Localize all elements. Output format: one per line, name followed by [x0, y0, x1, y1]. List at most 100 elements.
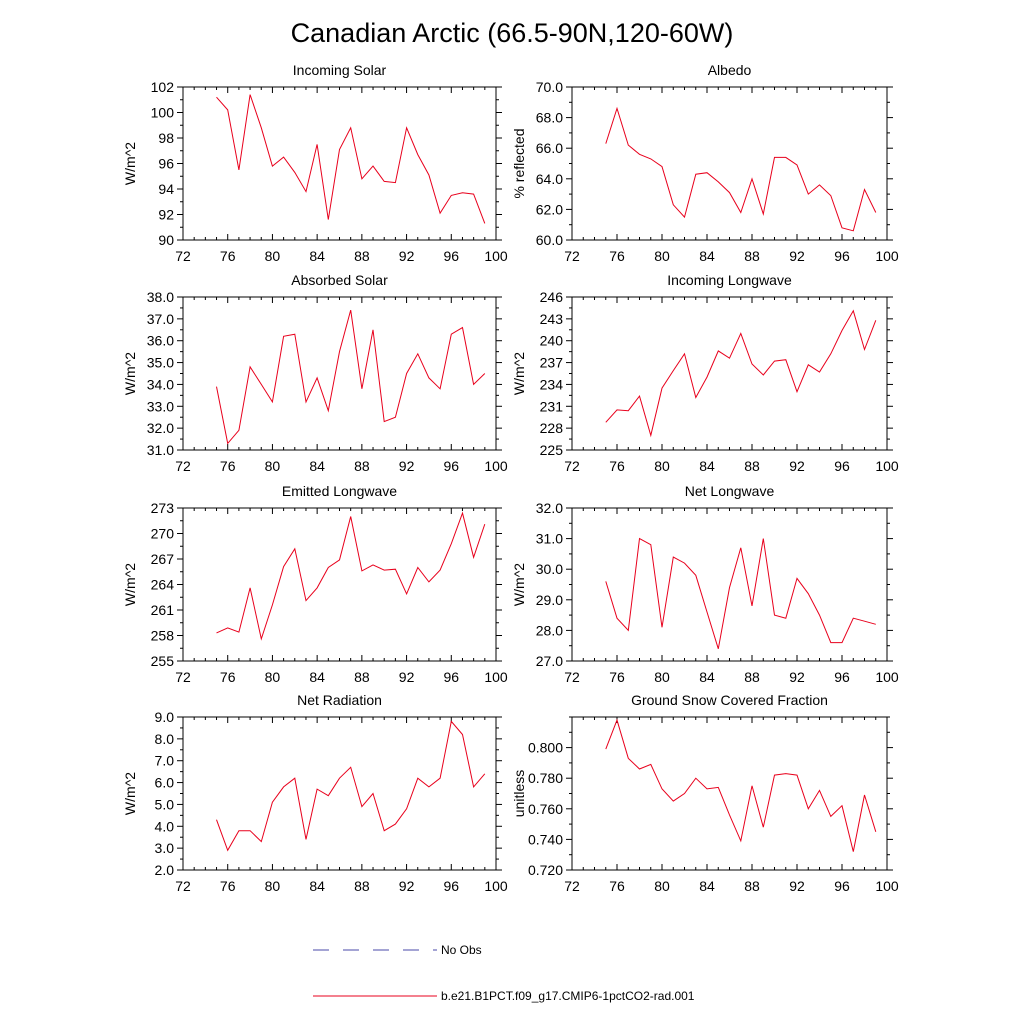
panel-incoming-solar: Incoming Solar W/m^2 72 76 80 84 88 92 96 100 90 92…: [122, 62, 508, 264]
x-tick-label: 92: [399, 878, 415, 894]
series-line: [216, 94, 486, 224]
y-tick-label: 31.0: [147, 442, 174, 458]
x-tick-label: 80: [654, 248, 670, 264]
x-tick-label: 80: [265, 669, 281, 685]
y-tick-label: 0.780: [528, 770, 563, 786]
y-tick-label: 7.0: [155, 753, 175, 769]
x-axis-ticks: 72 76 80 84 88 92 96 100: [175, 297, 508, 474]
x-tick-label: 80: [654, 878, 670, 894]
y-tick-label: 37.0: [147, 311, 174, 327]
panel-title: Incoming Solar: [293, 62, 387, 78]
x-tick-label: 100: [875, 458, 899, 474]
y-axis-ticks: 225 228 231 234 237 240 243 246: [540, 289, 893, 458]
panel-title: Absorbed Solar: [291, 272, 388, 288]
x-tick-label: 76: [609, 669, 625, 685]
x-axis-ticks: 72 76 80 84 88 92 96 100: [564, 717, 899, 894]
y-axis-label: W/m^2: [122, 142, 138, 185]
x-tick-label: 84: [699, 458, 715, 474]
x-tick-label: 96: [443, 669, 459, 685]
x-tick-label: 96: [834, 458, 850, 474]
x-tick-label: 92: [789, 248, 805, 264]
legend: No Obs b.e21.B1PCT.f09_g17.CMIP6-1pctCO2…: [313, 943, 695, 1003]
y-tick-label: 273: [151, 500, 175, 516]
x-tick-label: 72: [175, 458, 191, 474]
x-tick-label: 96: [443, 248, 459, 264]
y-tick-label: 30.0: [536, 561, 563, 577]
x-tick-label: 100: [875, 878, 899, 894]
x-tick-label: 96: [443, 878, 459, 894]
y-tick-label: 5.0: [155, 796, 175, 812]
panel-net-longwave: Net Longwave W/m^2 72 76 80 84 88 92 96 100 27.0 28…: [511, 483, 899, 685]
y-tick-label: 261: [151, 602, 175, 618]
y-tick-label: 92: [158, 207, 174, 223]
y-axis-ticks: 255 258 261 264 267 270 273: [151, 500, 502, 669]
x-tick-label: 84: [699, 248, 715, 264]
x-tick-label: 92: [789, 878, 805, 894]
x-tick-label: 84: [699, 878, 715, 894]
y-tick-label: 29.0: [536, 592, 563, 608]
plot-frame: [182, 296, 497, 451]
y-tick-label: 246: [540, 289, 564, 305]
x-tick-label: 72: [564, 248, 580, 264]
panel-albedo: Albedo % reflected 72 76 80 84 88 92 96 100 60.0 62…: [511, 62, 899, 264]
x-tick-label: 72: [564, 878, 580, 894]
y-tick-label: 0.740: [528, 831, 563, 847]
x-tick-label: 100: [484, 669, 508, 685]
x-tick-label: 72: [564, 458, 580, 474]
panel-title: Incoming Longwave: [667, 272, 792, 288]
plot-frame: [571, 86, 888, 241]
y-axis-label: W/m^2: [511, 563, 527, 606]
x-tick-label: 88: [354, 669, 370, 685]
y-tick-label: 27.0: [536, 653, 563, 669]
y-tick-label: 90: [158, 232, 174, 248]
y-tick-label: 32.0: [536, 500, 563, 516]
y-tick-label: 2.0: [155, 862, 175, 878]
y-tick-label: 228: [540, 420, 564, 436]
x-axis-ticks: 72 76 80 84 88 92 96 100: [564, 508, 899, 685]
x-tick-label: 92: [399, 669, 415, 685]
y-axis-ticks: 31.0 32.0 33.0 34.0 35.0 36.0 37.0 38.0: [147, 289, 502, 458]
x-axis-ticks: 72 76 80 84 88 92 96 100: [175, 717, 508, 894]
x-tick-label: 80: [265, 878, 281, 894]
y-tick-label: 98: [158, 130, 174, 146]
y-tick-label: 240: [540, 333, 564, 349]
y-tick-label: 8.0: [155, 731, 175, 747]
x-tick-label: 88: [744, 248, 760, 264]
panel-absorbed-solar: Absorbed Solar W/m^2 72 76 80 84 88 92 96 10031.0…: [122, 272, 508, 474]
x-tick-label: 80: [654, 669, 670, 685]
y-tick-label: 64.0: [536, 171, 563, 187]
panel-title: Ground Snow Covered Fraction: [631, 692, 828, 708]
series-line: [605, 537, 876, 649]
y-axis-ticks: 0.720 0.740 0.760 0.780 0.800: [528, 716, 893, 878]
y-tick-label: 0.800: [528, 740, 563, 756]
panels: Incoming Solar W/m^2 72 76 80 84 88 92 96 100 90 92…: [122, 62, 899, 894]
y-axis-label: W/m^2: [122, 352, 138, 395]
x-tick-label: 92: [399, 458, 415, 474]
y-tick-label: 100: [151, 105, 175, 121]
x-tick-label: 92: [399, 248, 415, 264]
y-tick-label: 62.0: [536, 201, 563, 217]
x-tick-label: 88: [354, 878, 370, 894]
panel-title: Emitted Longwave: [282, 483, 397, 499]
x-tick-label: 84: [309, 248, 325, 264]
y-tick-label: 94: [158, 181, 174, 197]
panel-title: Albedo: [708, 62, 752, 78]
legend-model-label: b.e21.B1PCT.f09_g17.CMIP6-1pctCO2-rad.00…: [441, 989, 695, 1003]
x-tick-label: 80: [265, 458, 281, 474]
y-axis-label: W/m^2: [122, 563, 138, 606]
series-line: [216, 309, 486, 445]
y-tick-label: 102: [151, 79, 175, 95]
y-axis-label: W/m^2: [122, 772, 138, 815]
x-tick-label: 88: [744, 878, 760, 894]
x-axis-ticks: 72 76 80 84 88 92 96 100: [564, 297, 899, 474]
y-tick-label: 60.0: [536, 232, 563, 248]
x-tick-label: 96: [834, 669, 850, 685]
x-tick-label: 76: [609, 458, 625, 474]
x-tick-label: 80: [654, 458, 670, 474]
legend-obs-label: No Obs: [441, 943, 482, 957]
y-tick-label: 4.0: [155, 818, 175, 834]
series-line: [216, 511, 486, 641]
x-tick-label: 84: [699, 669, 715, 685]
